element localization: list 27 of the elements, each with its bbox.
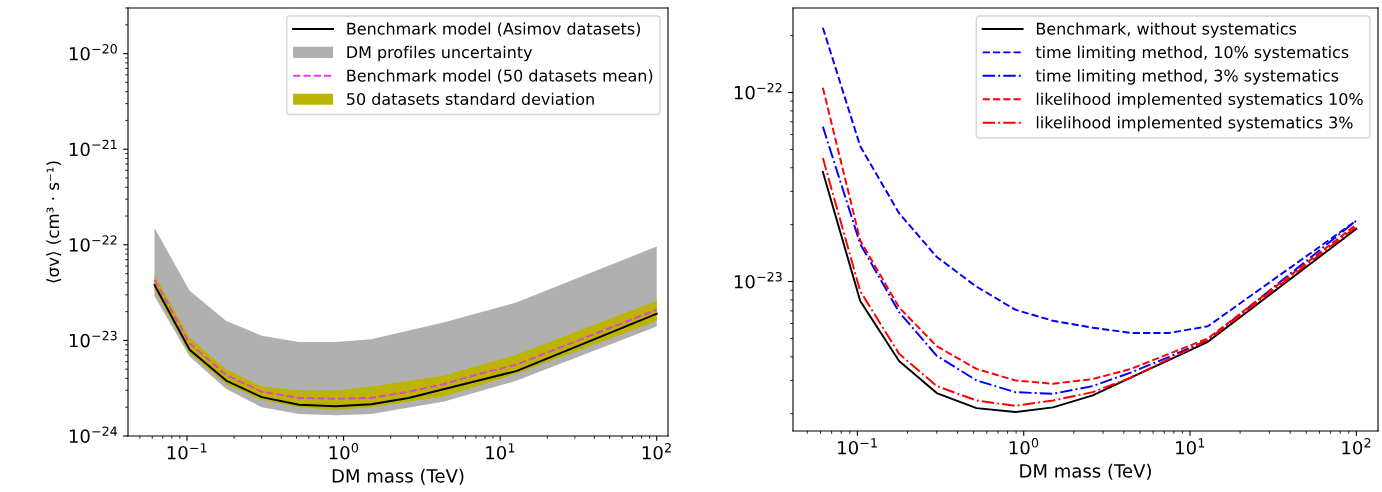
x-axis-title: DM mass (TeV) <box>332 468 464 485</box>
legend-label: likelihood implemented systematics 3% <box>1036 116 1353 132</box>
y-tick-label: 10$^{−22}$ <box>69 235 117 252</box>
x-tick-label: 10$^{0}$ <box>1009 438 1039 455</box>
legend-label: 50 datasets standard deviation <box>347 92 594 106</box>
y-tick-label: 10$^{−22}$ <box>734 82 782 100</box>
legend-label: DM profiles uncertainty <box>347 45 533 62</box>
legend-label: Benchmark model (50 datasets mean) <box>347 69 653 84</box>
x-tick-label: 10$^{−1}$ <box>167 443 207 460</box>
x-tick-label: 10$^{1}$ <box>1176 438 1205 455</box>
y-tick-label: 10$^{−21}$ <box>69 139 117 157</box>
legend-label: time limiting method, 3% systematics <box>1035 69 1339 85</box>
legend-label: time limiting method, 10% systematics <box>1035 45 1349 62</box>
y-tick-label: 10$^{−24}$ <box>69 426 118 443</box>
legend-label: likelihood implemented systematics 10% <box>1036 92 1363 109</box>
legend-label: Benchmark model (Asimov datasets) <box>347 22 641 37</box>
x-tick-label: 10$^{2}$ <box>642 443 671 460</box>
y-tick-label: 10$^{−20}$ <box>69 44 117 61</box>
x-tick-label: 10$^{−1}$ <box>838 438 877 455</box>
x-axis-title: DM mass (TeV) <box>1020 463 1151 480</box>
y-tick-label: 10$^{−23}$ <box>734 272 782 289</box>
x-tick-label: 10$^{2}$ <box>1342 438 1371 455</box>
x-tick-label: 10$^{0}$ <box>329 443 359 460</box>
y-tick-label: 10$^{−23}$ <box>69 330 117 348</box>
y-axis-title: ⟨σv⟩ (cm³ · s⁻¹) <box>46 161 62 283</box>
legend-label: Benchmark, without systematics <box>1036 22 1297 38</box>
x-tick-label: 10$^{1}$ <box>486 443 515 460</box>
